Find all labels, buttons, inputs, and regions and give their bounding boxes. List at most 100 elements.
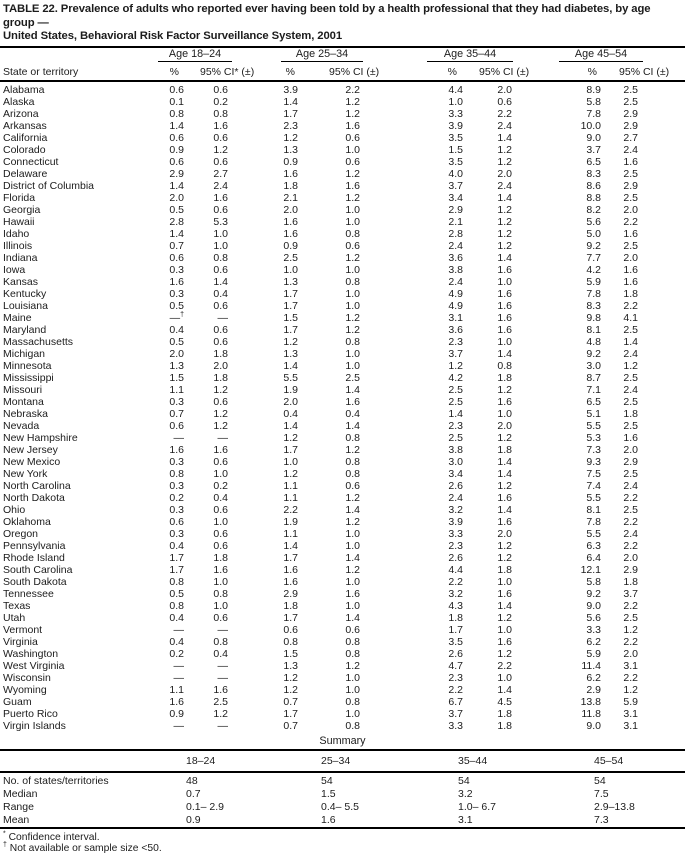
value-cell: 9.2	[586, 239, 602, 252]
value-cell: 1.8	[497, 371, 513, 384]
filler-cell	[649, 240, 685, 252]
age-group-header-45-54: Age 45–54	[521, 48, 649, 62]
filler-cell	[649, 288, 685, 300]
value-cell: 2.9	[448, 203, 464, 216]
value-cell: 2.0	[169, 191, 184, 204]
value-cell: 2.9	[623, 179, 639, 192]
value-cell: —	[217, 311, 229, 324]
value-cell: 0.3	[169, 395, 184, 408]
value-cell: 1.0	[497, 275, 513, 288]
value-cell: 1.1	[283, 491, 299, 504]
value-cell: 3.9	[448, 515, 464, 528]
value-cell: 0.6	[213, 539, 229, 552]
state-name: Maine	[3, 311, 32, 324]
state-name: South Dakota	[3, 575, 67, 588]
value-cell: 1.2	[283, 683, 299, 696]
value-cell: 2.0	[623, 203, 639, 216]
value-cell: 4.8	[586, 335, 602, 348]
filler-cell	[649, 408, 685, 420]
value-cell: 2.5	[623, 395, 639, 408]
value-cell: 1.0	[345, 683, 361, 696]
value-cell: 7.7	[586, 251, 602, 264]
summary-value-cell: 7.3	[594, 813, 609, 826]
value-cell: 0.4	[213, 287, 229, 300]
value-cell: 2.0	[623, 443, 639, 456]
value-cell: 3.1	[623, 659, 639, 672]
value-cell: 5.9	[586, 275, 602, 288]
value-cell: 1.6	[623, 227, 639, 240]
value-cell: 7.3	[586, 443, 602, 456]
value-cell: 2.9	[623, 455, 639, 468]
value-cell: 0.6	[283, 623, 299, 636]
value-cell: 3.0	[586, 359, 602, 372]
value-cell: 0.5	[169, 299, 184, 312]
value-cell: 2.0	[497, 527, 513, 540]
value-cell: 0.6	[169, 131, 184, 144]
value-cell: 0.6	[169, 155, 184, 168]
value-cell: 1.6	[213, 443, 229, 456]
table-row: Missouri 1.1 1.2 1.9 1.4 2.5 1.2 7.1 2.4	[0, 384, 685, 396]
table-row: Texas 0.8 1.0 1.8 1.0 4.3 1.4 9.0 2.2	[0, 600, 685, 612]
summary-body: No. of states/territories 48 54 54 54 Median 0…	[0, 772, 685, 828]
filler-cell	[649, 96, 685, 108]
state-name: Puerto Rico	[3, 707, 58, 720]
value-cell: 1.6	[213, 119, 229, 132]
filler-cell	[649, 504, 685, 516]
value-cell: 0.6	[497, 95, 513, 108]
value-cell: 2.4	[623, 383, 639, 396]
value-cell: 1.5	[283, 647, 299, 660]
value-cell: 2.2	[623, 635, 639, 648]
state-name: Kansas	[3, 275, 39, 288]
filler-cell	[649, 252, 685, 264]
value-cell: 0.5	[169, 335, 184, 348]
value-cell: 1.8	[283, 599, 299, 612]
filler-cell	[649, 360, 685, 372]
filler-cell	[649, 180, 685, 192]
value-cell: 5.9	[586, 647, 602, 660]
value-cell: 1.6	[497, 515, 513, 528]
value-cell: 2.0	[623, 251, 639, 264]
value-cell: 1.6	[345, 395, 361, 408]
value-cell: 13.8	[580, 695, 602, 708]
value-cell: 1.7	[283, 443, 299, 456]
value-cell: 1.0	[345, 143, 361, 156]
value-cell: 1.8	[213, 551, 229, 564]
filler-spacer	[649, 48, 685, 62]
table-row: New Mexico 0.3 0.6 1.0 0.8 3.0 1.4 9.3 2.9	[0, 456, 685, 468]
filler-cell	[649, 696, 685, 708]
filler-cell	[649, 516, 685, 528]
value-cell: 2.2	[497, 659, 513, 672]
value-cell: 0.9	[169, 707, 184, 720]
value-cell: 0.4	[283, 407, 299, 420]
value-cell: 2.7	[623, 131, 639, 144]
value-cell: 2.5	[213, 695, 229, 708]
value-cell: 1.0	[283, 455, 299, 468]
value-cell: 2.3	[448, 539, 464, 552]
value-cell: 1.4	[497, 191, 513, 204]
table-row: Delaware 2.9 2.7 1.6 1.2 4.0 2.0 8.3 2.5	[0, 168, 685, 180]
value-cell: 2.5	[623, 467, 639, 480]
value-cell: 1.0	[448, 95, 464, 108]
table-row: South Carolina 1.7 1.6 1.6 1.2 4.4 1.8 12.1 2.9	[0, 564, 685, 576]
value-cell: 1.4	[497, 599, 513, 612]
table-row: North Carolina 0.3 0.2 1.1 0.6 2.6 1.2 7.4 2.4	[0, 480, 685, 492]
value-cell: 2.4	[448, 275, 464, 288]
value-cell: 2.4	[448, 239, 464, 252]
filler-cell	[649, 81, 685, 96]
value-cell: 1.4	[283, 539, 299, 552]
value-cell: 1.9	[283, 515, 299, 528]
value-cell: 1.4	[623, 335, 639, 348]
table-row: North Dakota 0.2 0.4 1.1 1.2 2.4 1.6 5.5 2.2	[0, 492, 685, 504]
table-row: Oklahoma 0.6 1.0 1.9 1.2 3.9 1.6 7.8 2.2	[0, 516, 685, 528]
filler-cell	[649, 372, 685, 384]
value-cell: 0.5	[169, 587, 184, 600]
value-cell: 2.3	[448, 335, 464, 348]
value-cell: 7.5	[586, 467, 602, 480]
value-cell: 0.8	[283, 635, 299, 648]
value-cell: 0.8	[169, 599, 184, 612]
value-cell: 0.8	[345, 695, 361, 708]
value-cell: 1.2	[283, 131, 299, 144]
value-cell: 1.6	[283, 227, 299, 240]
summary-header-row: 18–24 25–34 35–44 45–54	[0, 750, 685, 773]
value-cell: 0.8	[345, 275, 361, 288]
